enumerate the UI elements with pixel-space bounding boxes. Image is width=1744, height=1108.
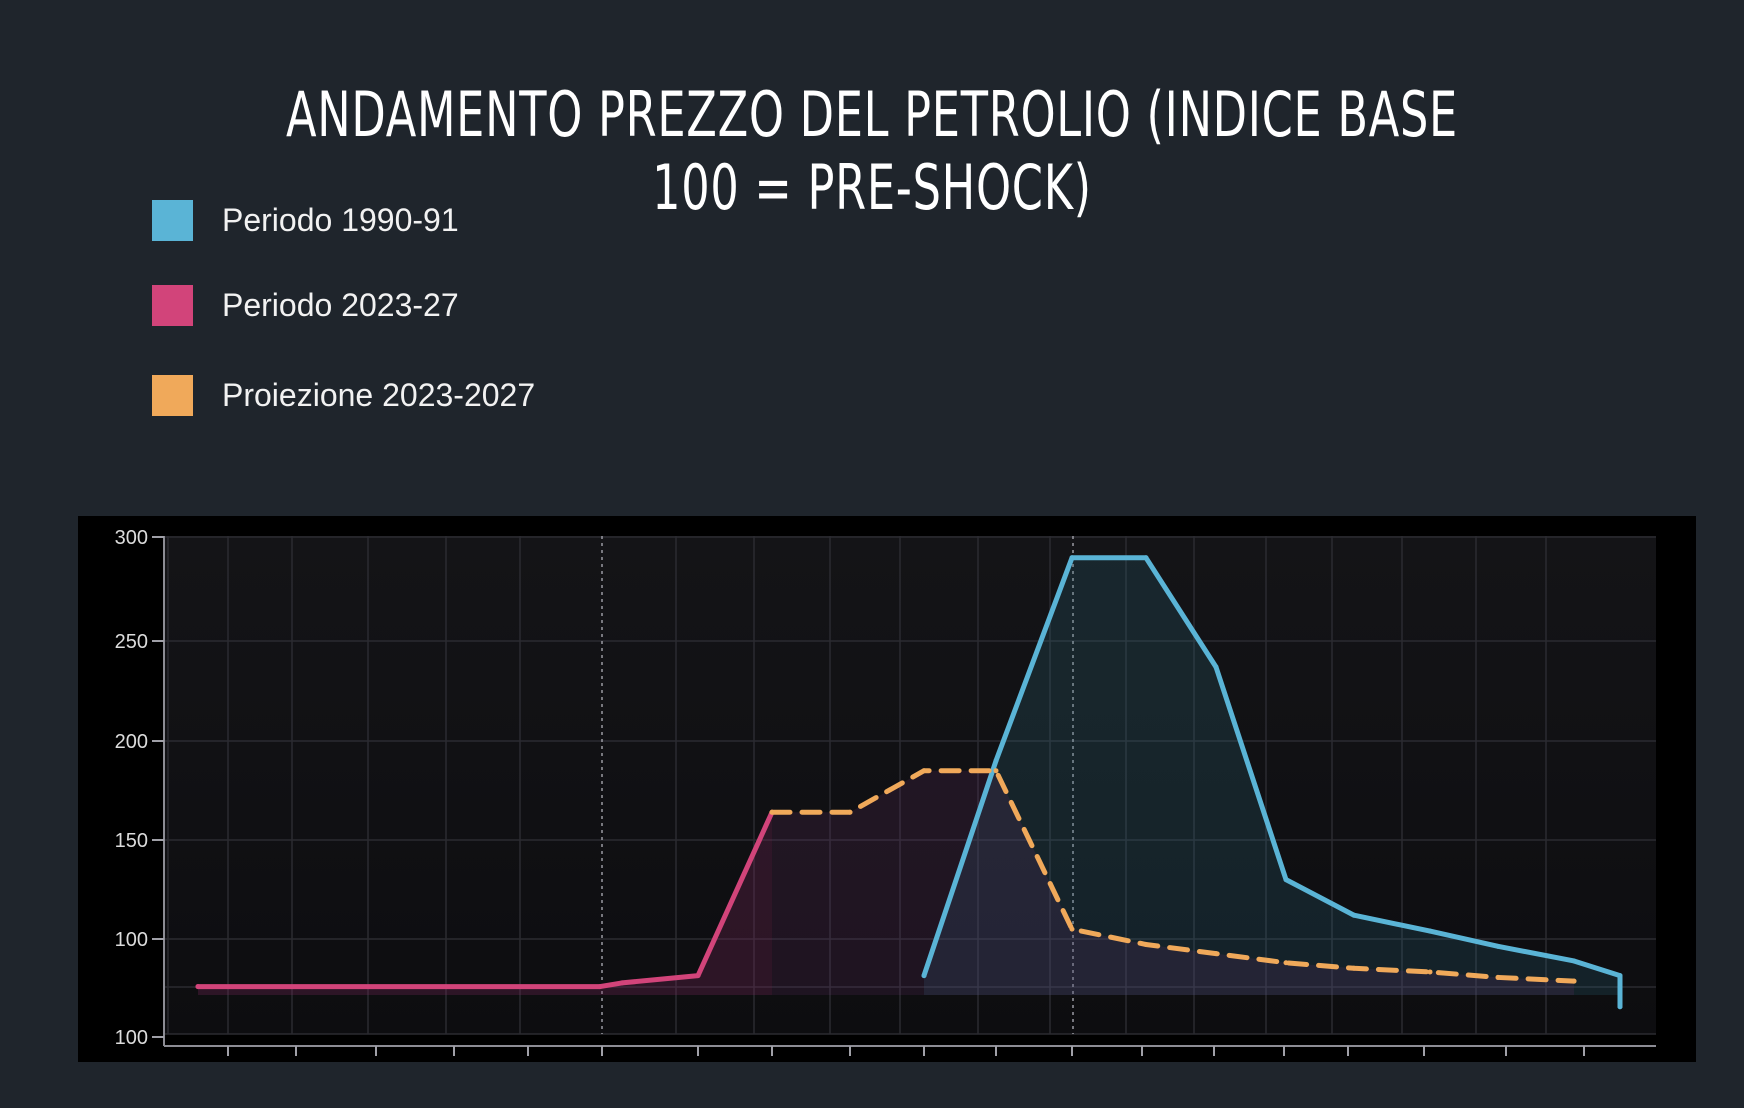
legend-swatch-1990-91 [152,200,193,241]
data-point [1283,877,1289,883]
data-point [695,973,701,979]
data-point [1427,969,1433,975]
y-tick-label: 150 [115,830,148,852]
data-point [195,984,201,990]
data-point [1351,965,1357,971]
data-point [1213,664,1219,670]
data-point [1571,978,1577,984]
data-point [619,980,625,986]
legend-item-1990-91: Periodo 1990-91 [152,200,459,241]
data-point [1617,973,1623,979]
y-tick-label: 100 [115,929,148,951]
series-line-3 [769,768,1577,984]
legend-label-2023-27: Periodo 2023-27 [222,287,459,323]
data-point [1617,989,1623,995]
data-point [1427,928,1433,934]
legend-swatch-2023-27 [152,285,193,326]
series-area-2 [198,812,772,995]
chart-title: ANDAMENTO PREZZO DEL PETROLIO (INDICE BA… [286,78,1458,224]
data-point [769,809,775,815]
data-point [1069,926,1075,932]
data-point [1283,960,1289,966]
data-point [921,973,927,979]
data-point [1069,555,1075,561]
line-chart: 300 250 200 150 100 100 [115,527,1656,1056]
data-point [597,984,603,990]
y-tick-label: 250 [115,631,148,653]
data-point [1495,943,1501,949]
plot-area [164,536,1656,1034]
data-point [993,758,999,764]
data-point [1143,941,1149,947]
legend-item-2023-27: Periodo 2023-27 [152,285,459,326]
data-point [1143,555,1149,561]
legend-label-1990-91: Periodo 1990-91 [222,202,459,238]
series-area-1 [924,557,1620,1007]
y-tick-label: 200 [115,731,148,753]
data-point [993,768,999,774]
y-tick-label: 300 [115,527,148,549]
data-point [847,809,853,815]
legend-item-proiezione: Proiezione 2023-2027 [152,375,535,416]
chart-panel: 300 250 200 150 100 100 [78,516,1696,1062]
data-point [1571,958,1577,964]
data-point [1495,974,1501,980]
data-point [921,768,927,774]
data-point [1617,1004,1623,1010]
y-tick-label: 100 [115,1027,148,1049]
data-point [1213,951,1219,957]
legend-swatch-proiezione [152,375,193,416]
legend-label-proiezione: Proiezione 2023-2027 [222,377,536,413]
data-point [1351,912,1357,918]
